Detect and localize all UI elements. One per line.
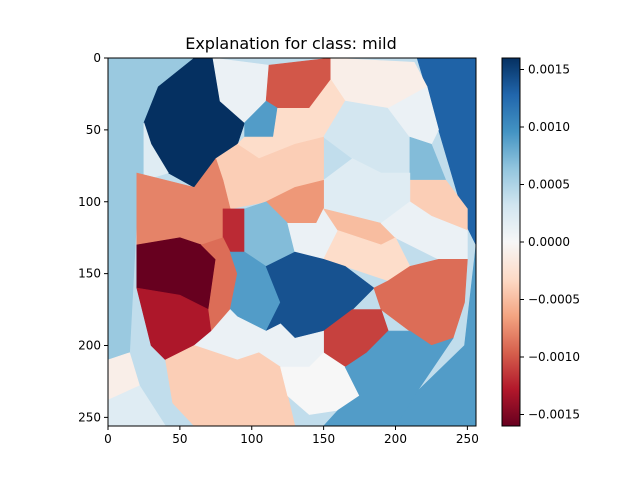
colorbar-axis: 0.0015 0.0010 0.0005 0.0000 −0.0005 −0.0010 −0… (520, 63, 580, 422)
segment-lower-orange-right (373, 258, 468, 346)
y-tick-label: 50 (86, 123, 101, 137)
colorbar-tick-label: 0.0010 (528, 120, 570, 134)
colorbar (501, 57, 521, 427)
y-tick-label: 150 (78, 267, 101, 281)
colorbar-tick-label: −0.0015 (528, 408, 580, 422)
segment-light-top-left (143, 122, 169, 181)
x-tick-label: 100 (240, 432, 263, 446)
y-tick-label: 100 (78, 195, 101, 209)
y-tick-label: 250 (78, 410, 101, 424)
x-tick-label: 250 (456, 432, 479, 446)
heatmap-image (108, 58, 476, 426)
segment-lower-right-blue (323, 330, 454, 426)
y-tick-label: 200 (78, 339, 101, 353)
x-tick-label: 150 (312, 432, 335, 446)
plot-frame (107, 57, 477, 427)
y-axis: 0 50 100 150 200 250 (78, 51, 108, 424)
colorbar-tick-label: −0.0010 (528, 350, 580, 364)
x-tick-label: 200 (384, 432, 407, 446)
colorbar-tick-label: −0.0005 (528, 293, 580, 307)
segment-right-white (387, 86, 439, 145)
segment-right-light (380, 201, 468, 260)
y-tick-label: 0 (93, 51, 101, 65)
segment-left-edge-lower (108, 385, 166, 426)
x-tick-label: 50 (172, 432, 187, 446)
x-tick-label: 0 (104, 432, 112, 446)
colorbar-tick-label: 0.0015 (528, 63, 570, 77)
colorbar-tick-label: 0.0000 (528, 235, 570, 249)
colorbar-tick-label: 0.0005 (528, 178, 570, 192)
x-axis: 0 50 100 150 200 250 (104, 426, 479, 446)
chart-title: Explanation for class: mild (185, 34, 397, 53)
